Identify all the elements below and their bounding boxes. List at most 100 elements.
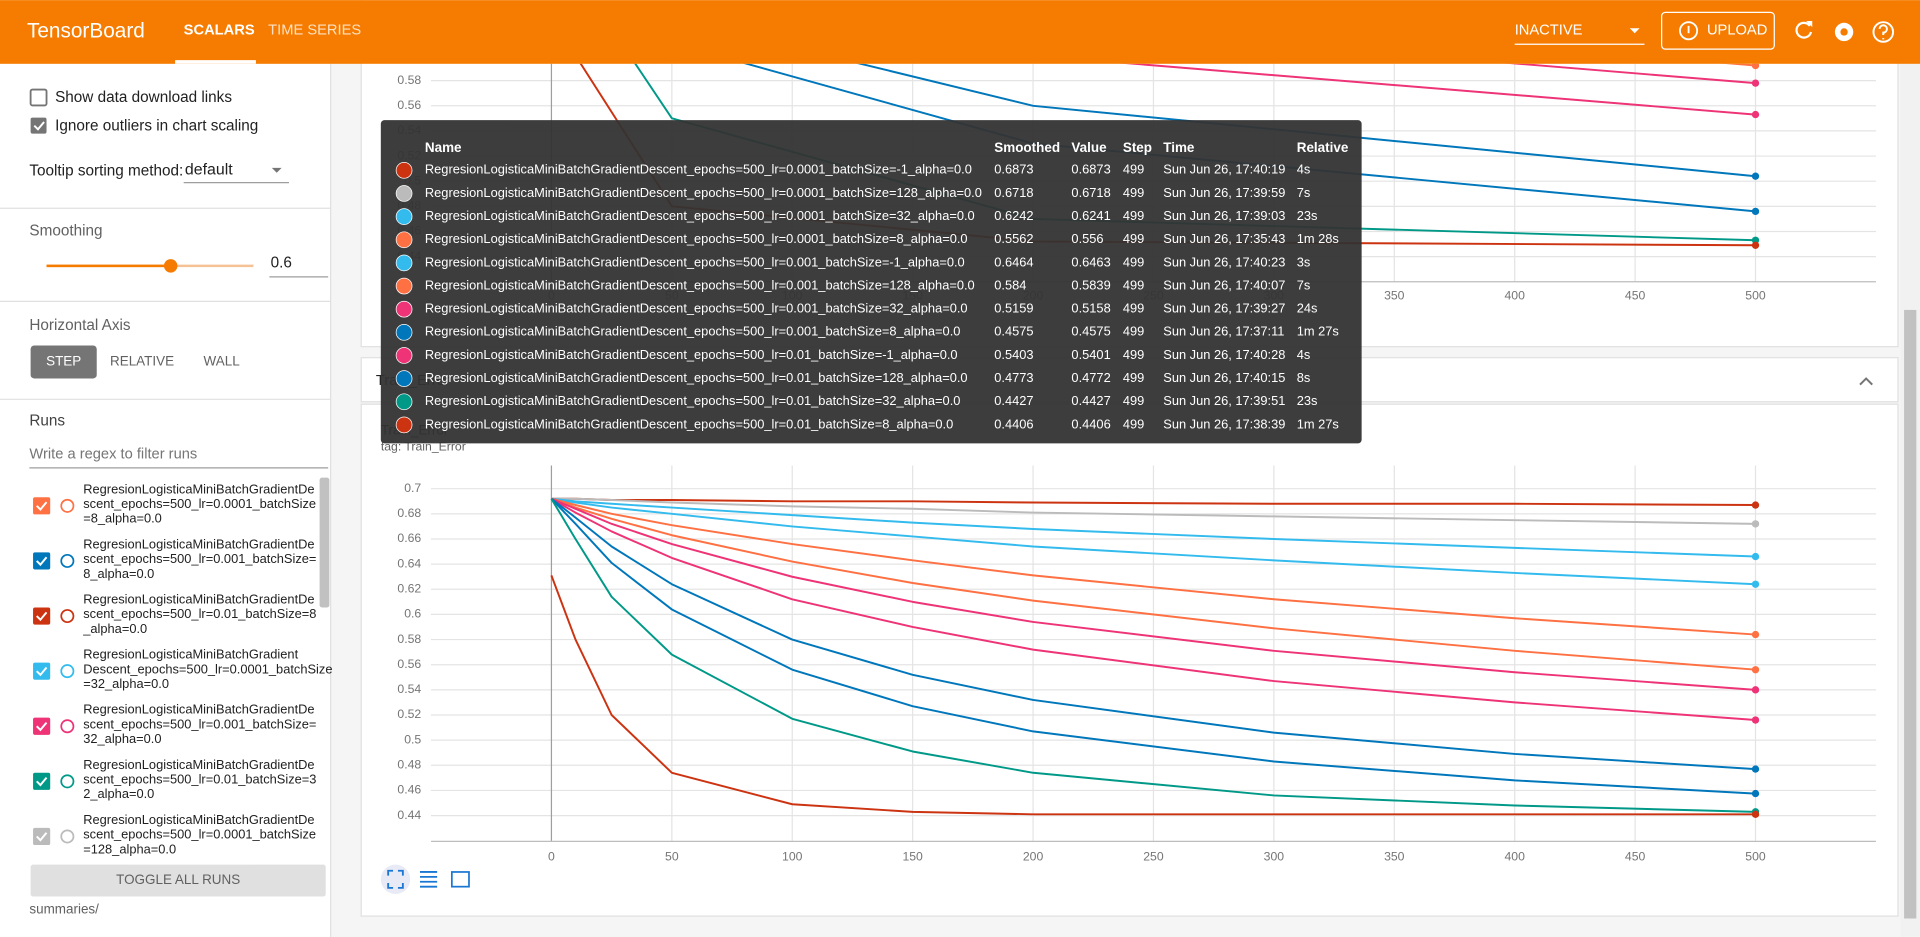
upload-icon (1679, 21, 1699, 41)
end-point (1751, 580, 1760, 588)
chart-actions (380, 864, 470, 895)
tooltip-header: Time (1163, 140, 1195, 155)
slider-knob[interactable] (163, 259, 178, 273)
fullscreen-icon[interactable] (387, 869, 404, 889)
footer: summaries/ (29, 901, 99, 916)
run-checkbox[interactable] (33, 662, 51, 680)
tooltip-cell: 0.4427 (1071, 393, 1110, 408)
toggle-button-label[interactable]: TOGGLE ALL RUNS (116, 872, 240, 887)
checkbox[interactable] (29, 88, 48, 107)
run-label: _alpha=0.0 (82, 621, 147, 636)
tooltip-cell: RegresionLogisticaMiniBatchGradientDesce… (425, 393, 961, 408)
run-color[interactable] (60, 719, 75, 734)
end-point (1751, 810, 1760, 818)
run-label: RegresionLogisticaMiniBatchGradientDe (83, 481, 314, 496)
run-label: RegresionLogisticaMiniBatchGradientDe (83, 757, 314, 772)
tab[interactable]: TIME SERIES (268, 23, 361, 39)
run-label: scent_epochs=500_lr=0.0001_batchSize (83, 827, 316, 842)
tooltip-cell: Sun Jun 26, 17:39:27 (1163, 301, 1285, 316)
run-label: =32_alpha=0.0 (83, 676, 169, 691)
tab[interactable]: SCALARS (184, 23, 255, 39)
check-mark (36, 611, 48, 622)
tooltip-cell: 499 (1123, 254, 1144, 269)
dropdown-value[interactable]: default (185, 162, 233, 179)
filter-input[interactable]: Write a regex to filter runs (29, 446, 197, 462)
check-mark (36, 501, 48, 511)
axis-option[interactable]: RELATIVE (110, 354, 174, 369)
tooltip-swatch (395, 416, 413, 434)
fullscreen-button-bg[interactable] (380, 864, 411, 895)
tooltip-cell: Sun Jun 26, 17:38:39 (1163, 416, 1285, 431)
y-tick-label: 0.62 (397, 582, 421, 596)
check-mark (33, 121, 45, 131)
run-color[interactable] (60, 829, 75, 844)
run-color[interactable] (60, 774, 75, 789)
run-label: 8_alpha=0.0 (83, 566, 154, 581)
end-point (1751, 716, 1760, 724)
end-point (1751, 520, 1760, 528)
fit-icon[interactable] (450, 871, 470, 888)
x-tick-label: 100 (782, 850, 803, 864)
run-checkbox[interactable] (33, 717, 51, 735)
run-label: 2_alpha=0.0 (83, 786, 154, 801)
checkbox-label: Show data download links (55, 89, 232, 106)
x-tick-label: 450 (1625, 850, 1646, 864)
y-tick-label: 0.56 (397, 98, 421, 112)
chart: 0.44 0.46 0.48 0.5 0.52 0.54 0.56 0.58 0.6 0.62 0.… (397, 465, 1876, 864)
tooltip-cell: 0.4772 (1071, 370, 1110, 385)
x-tick-label: 300 (1264, 850, 1285, 864)
line (551, 497, 1756, 586)
line (550, 575, 1756, 816)
upload-button[interactable] (1661, 11, 1775, 50)
run-checkbox[interactable] (33, 552, 51, 570)
end-point (1751, 765, 1760, 773)
tooltip-header: Step (1123, 140, 1152, 155)
run-color[interactable] (60, 664, 75, 679)
run-label: scent_epochs=500_lr=0.0001_batchSize (83, 496, 316, 511)
end-point (1751, 241, 1760, 249)
axis-button-selected[interactable] (30, 345, 97, 379)
tooltip-cell: 4s (1297, 347, 1311, 362)
settings-hole (1840, 28, 1848, 36)
run-color[interactable] (60, 498, 75, 513)
line (550, 497, 1756, 771)
tooltip-swatch (395, 277, 413, 295)
end-point (1751, 172, 1760, 180)
app-title[interactable]: TensorBoard (27, 19, 145, 42)
run-checkbox[interactable] (33, 497, 51, 515)
tooltip-cell: Sun Jun 26, 17:39:03 (1163, 208, 1285, 223)
axis-option[interactable]: STEP (46, 354, 81, 369)
run-label: scent_epochs=500_lr=0.01_batchSize=8 (83, 606, 316, 621)
tooltip-cell: Sun Jun 26, 17:40:28 (1163, 347, 1285, 362)
tooltip-cell: Sun Jun 26, 17:39:51 (1163, 393, 1285, 408)
upload-label[interactable]: UPLOAD (1707, 23, 1767, 39)
tooltip-swatch (395, 393, 413, 411)
checkbox[interactable] (30, 117, 47, 134)
y-tick-label: 0.58 (397, 632, 421, 646)
smoothing-input[interactable]: 0.6 (271, 254, 292, 271)
y-tick-label: 0.66 (397, 531, 421, 545)
tooltip-cell: 23s (1297, 393, 1318, 408)
status-dropdown[interactable]: INACTIVE (1515, 23, 1583, 39)
run-checkbox[interactable] (33, 772, 51, 790)
run-checkbox[interactable] (33, 607, 51, 625)
run-color[interactable] (60, 609, 75, 624)
data-icon[interactable] (420, 871, 438, 888)
tooltip-cell: 499 (1123, 231, 1144, 246)
y-tick-label: 0.54 (397, 682, 421, 696)
sidebar: Show data download links Ignore outliers … (0, 63, 332, 937)
tooltip-cell: RegresionLogisticaMiniBatchGradientDesce… (425, 162, 972, 177)
run-color[interactable] (60, 553, 75, 568)
collapse-icon[interactable] (1859, 377, 1873, 386)
tooltip-cell: Sun Jun 26, 17:40:23 (1163, 254, 1285, 269)
end-point (1751, 207, 1760, 216)
run-checkbox[interactable] (33, 827, 51, 846)
tooltip-swatch (395, 347, 413, 364)
toggle-button[interactable] (30, 864, 326, 897)
tooltip-cell: Sun Jun 26, 17:40:19 (1163, 162, 1285, 177)
axis-option[interactable]: WALL (204, 354, 241, 369)
tooltip-cell: 0.6241 (1071, 208, 1110, 223)
help-icon[interactable] (1872, 21, 1895, 43)
refresh-icon[interactable] (1795, 21, 1813, 39)
run-label: RegresionLogisticaMiniBatchGradient (83, 647, 298, 662)
